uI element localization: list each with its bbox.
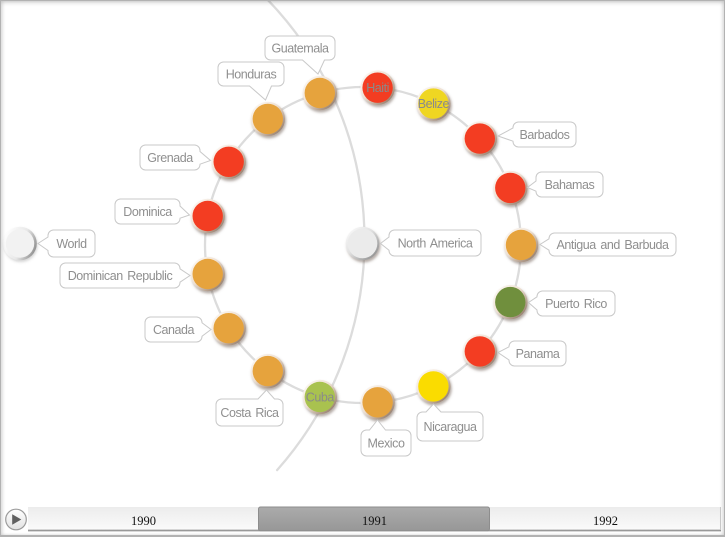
svg-text:Haiti: Haiti [366,81,389,95]
svg-text:Puerto Rico: Puerto Rico [545,297,607,311]
svg-text:Barbados: Barbados [520,128,570,142]
svg-text:Grenada: Grenada [147,151,193,165]
svg-text:World: World [56,237,87,251]
svg-text:Cuba: Cuba [306,391,335,405]
svg-text:Guatemala: Guatemala [271,42,329,56]
svg-text:Belize: Belize [418,97,450,111]
svg-text:North America: North America [398,237,473,251]
svg-text:Antigua and Barbuda: Antigua and Barbuda [557,238,669,252]
svg-text:Bahamas: Bahamas [545,178,595,192]
svg-text:Dominica: Dominica [123,205,172,219]
svg-text:Mexico: Mexico [368,437,405,451]
svg-text:Nicaragua: Nicaragua [424,420,477,434]
svg-text:1991: 1991 [362,514,387,528]
svg-text:Costa Rica: Costa Rica [220,406,279,420]
svg-text:1990: 1990 [131,514,156,528]
svg-text:Panama: Panama [516,347,560,361]
svg-text:Dominican Republic: Dominican Republic [68,269,173,283]
svg-text:Honduras: Honduras [226,68,277,82]
svg-text:1992: 1992 [593,514,618,528]
svg-text:Canada: Canada [153,323,195,337]
